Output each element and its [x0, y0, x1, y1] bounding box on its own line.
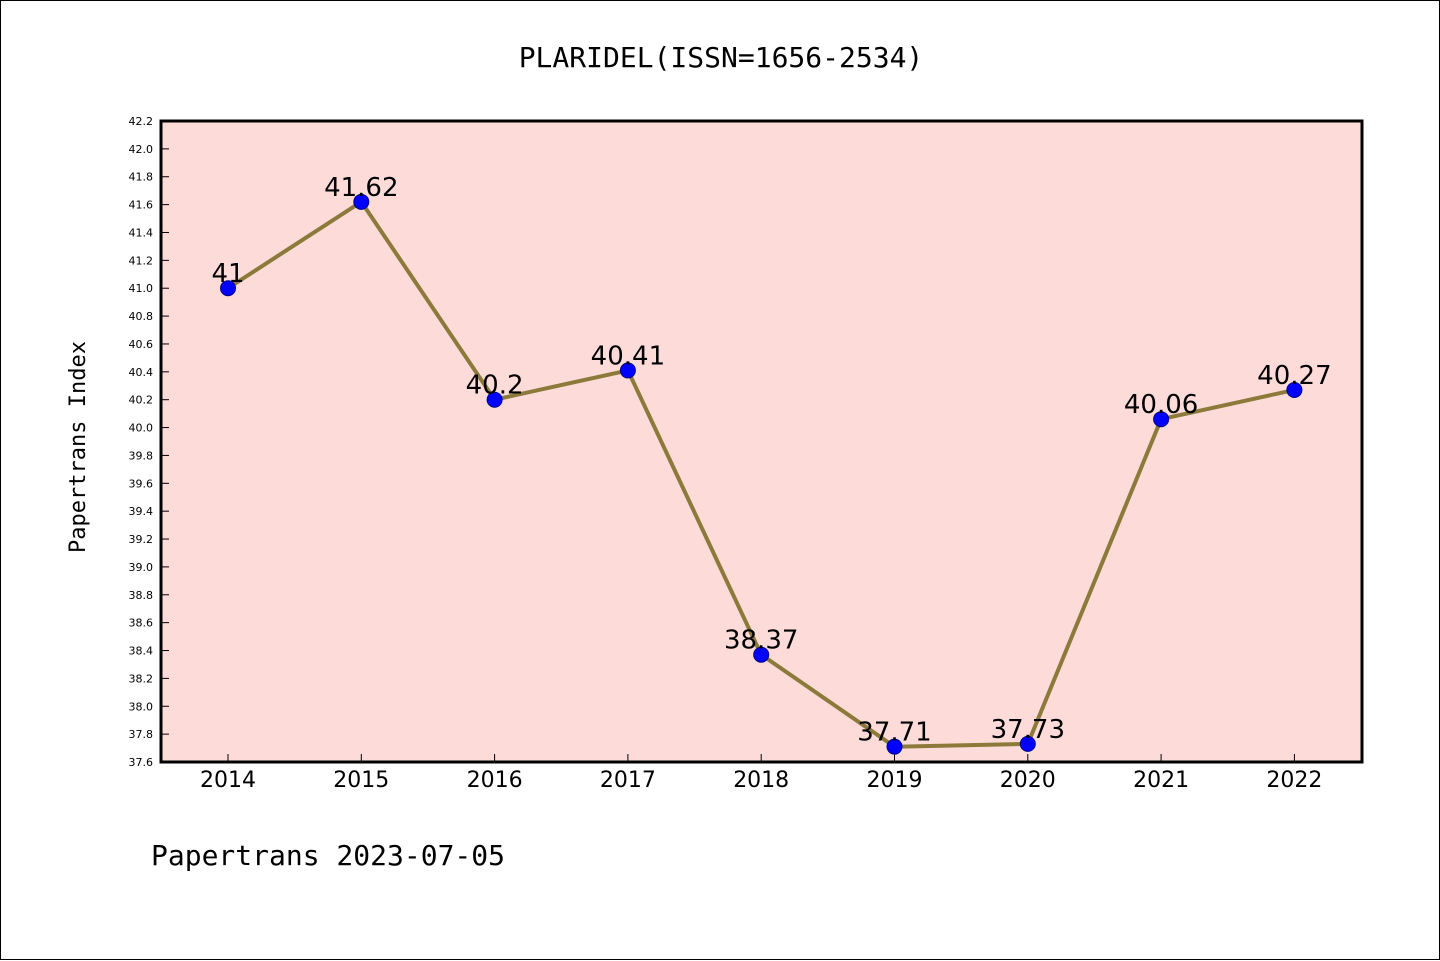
y-tick-label: 38.6 — [129, 617, 154, 630]
y-tick-label: 41.6 — [129, 199, 154, 212]
y-tick-label: 37.8 — [129, 728, 154, 741]
data-label: 37.71 — [857, 718, 931, 748]
data-points — [220, 193, 1303, 755]
data-point — [1286, 381, 1303, 398]
y-tick-label: 39.0 — [129, 561, 154, 574]
data-label: 40.27 — [1257, 361, 1331, 391]
x-tick-label: 2016 — [467, 768, 523, 793]
data-point — [353, 193, 370, 210]
data-point — [1153, 411, 1170, 428]
chart-footer: Papertrans 2023-07-05 — [151, 839, 505, 872]
y-tick-label: 39.6 — [129, 477, 154, 490]
x-tick-label: 2022 — [1266, 768, 1322, 793]
data-point — [753, 646, 770, 663]
data-label: 41.62 — [324, 173, 398, 203]
data-point — [619, 362, 636, 379]
y-tick-label: 40.4 — [129, 366, 154, 379]
y-tick-label: 41.0 — [129, 282, 154, 295]
y-axis-label: Papertrans Index — [66, 341, 91, 553]
y-tick-label: 41.8 — [129, 171, 154, 184]
data-point — [220, 280, 236, 297]
data-point — [486, 391, 503, 408]
y-tick-label: 39.4 — [129, 505, 154, 518]
y-tick-label: 42.0 — [129, 143, 154, 156]
data-label: 41 — [211, 259, 244, 289]
data-label: 40.06 — [1124, 390, 1198, 420]
x-tick-label: 2018 — [733, 768, 789, 793]
y-tick-label: 40.6 — [129, 338, 154, 351]
x-tick-label: 2020 — [1000, 768, 1056, 793]
y-tick-label: 38.2 — [129, 672, 154, 685]
y-tick-label: 41.4 — [129, 226, 154, 239]
chart-title: PLARIDEL(ISSN=1656-2534) — [519, 41, 924, 74]
y-tick-label: 40.8 — [129, 310, 154, 323]
x-tick-label: 2019 — [867, 768, 923, 793]
y-tick-label: 37.6 — [129, 756, 154, 769]
y-tick-label: 38.8 — [129, 589, 154, 602]
data-label: 38.37 — [724, 626, 798, 656]
y-tick-label: 40.2 — [129, 394, 154, 407]
data-point — [1019, 735, 1036, 752]
x-tick-label: 2021 — [1133, 768, 1189, 793]
plot-frame — [159, 119, 1364, 764]
y-tick-label: 41.2 — [129, 254, 154, 267]
x-tick-label: 2015 — [333, 768, 389, 793]
axis-ticks: 37.6 37.8 38.0 38.2 38.4 38.6 38.8 39.0 39.2 39.4… — [129, 115, 1323, 793]
y-tick-label: 40.0 — [129, 422, 154, 435]
y-tick-label: 39.2 — [129, 533, 154, 546]
y-tick-label: 39.8 — [129, 449, 154, 462]
y-tick-label: 42.2 — [129, 115, 154, 128]
data-label: 37.73 — [991, 715, 1065, 745]
y-tick-label: 38.0 — [129, 700, 154, 713]
data-label: 40.41 — [591, 341, 665, 371]
y-tick-label: 38.4 — [129, 645, 154, 658]
x-tick-label: 2017 — [600, 768, 656, 793]
data-labels: 41 41.62 40.2 40.41 38.37 37.71 37.73 40.06 40.2… — [211, 173, 1331, 748]
x-tick-label: 2014 — [200, 768, 256, 793]
data-label: 40.2 — [466, 371, 524, 401]
data-point — [886, 738, 903, 755]
